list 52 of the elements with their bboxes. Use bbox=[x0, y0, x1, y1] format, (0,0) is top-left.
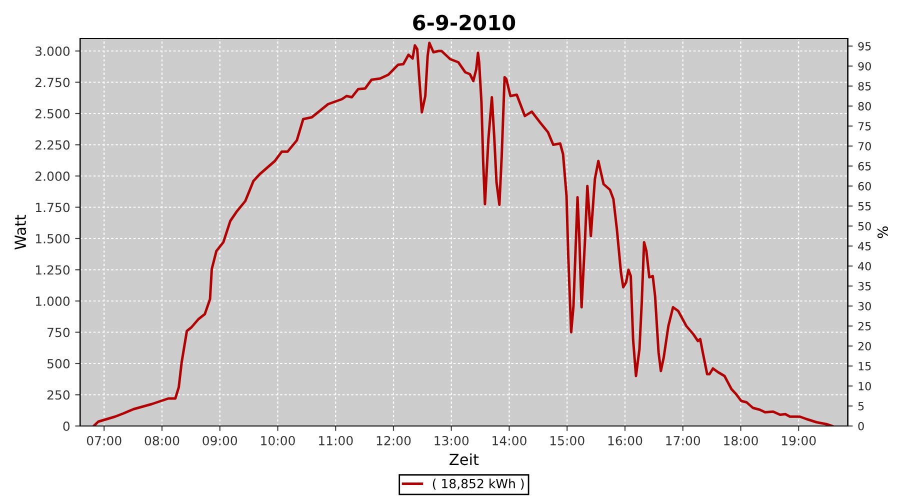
y-tick-label: 500 bbox=[47, 358, 70, 368]
y2-tick-label: 30 bbox=[858, 302, 871, 310]
x-tick-label: 18:00 bbox=[724, 436, 758, 446]
x-tick-label: 12:00 bbox=[376, 436, 411, 446]
x-tick-label: 13:00 bbox=[434, 436, 469, 446]
y2-tick-label: 85 bbox=[858, 82, 871, 90]
y2-tick-label: 5 bbox=[858, 402, 864, 410]
y2-tick-label: 90 bbox=[858, 62, 871, 70]
y2-tick-label: 95 bbox=[858, 42, 871, 50]
y2-tick-label: 10 bbox=[858, 382, 871, 390]
y-axis-title: Watt bbox=[14, 214, 26, 250]
x-tick-label: 09:00 bbox=[202, 436, 238, 446]
y2-tick-label: 45 bbox=[858, 242, 871, 250]
y-tick-label: 1.000 bbox=[36, 296, 70, 306]
y2-tick-label: 65 bbox=[858, 162, 871, 170]
x-tick-label: 15:00 bbox=[550, 436, 584, 446]
y2-tick-label: 70 bbox=[858, 142, 871, 150]
y-tick-label: 2.000 bbox=[36, 171, 70, 181]
y2-tick-label: 50 bbox=[858, 222, 871, 230]
x-tick-label: 10:00 bbox=[261, 436, 295, 446]
y2-tick-label: 60 bbox=[858, 182, 871, 190]
x-tick-label: 07:00 bbox=[86, 436, 122, 446]
x-tick-label: 16:00 bbox=[608, 436, 642, 446]
y-tick-label: 3.000 bbox=[36, 46, 70, 56]
x-tick-label: 17:00 bbox=[666, 436, 700, 446]
y2-tick-label: 35 bbox=[858, 282, 871, 290]
y-tick-label: 2.750 bbox=[36, 78, 70, 88]
x-tick-label: 14:00 bbox=[492, 436, 526, 446]
y2-tick-label: 40 bbox=[858, 262, 871, 270]
y-tick-label: 1.750 bbox=[36, 202, 70, 212]
y2-tick-label: 20 bbox=[858, 342, 871, 350]
y-tick-label: 1.250 bbox=[36, 265, 70, 275]
x-tick-label: 19:00 bbox=[782, 436, 816, 446]
y2-tick-label: 0 bbox=[858, 422, 864, 430]
y-tick-label: 750 bbox=[48, 328, 70, 338]
y-tick-label: 250 bbox=[47, 390, 70, 400]
x-tick-label: 08:00 bbox=[144, 436, 180, 446]
y2-tick-label: 15 bbox=[858, 362, 871, 370]
y2-tick-label: 80 bbox=[858, 102, 871, 110]
y2-axis-title: % bbox=[877, 226, 888, 238]
y-tick-label: 1.500 bbox=[36, 234, 70, 244]
y2-tick-label: 55 bbox=[858, 202, 871, 210]
line-series bbox=[92, 42, 834, 426]
y-tick-label: 0 bbox=[63, 421, 70, 431]
y2-tick-label: 75 bbox=[858, 122, 871, 130]
legend-label: ( 18,852 kWh ) bbox=[432, 478, 524, 490]
x-tick-label: 11:00 bbox=[318, 436, 353, 446]
chart-title: 6-9-2010 bbox=[413, 14, 516, 30]
x-axis-title: Zeit bbox=[450, 453, 479, 466]
y-tick-label: 2.250 bbox=[36, 140, 70, 150]
y-tick-label: 2.500 bbox=[36, 108, 70, 118]
y2-tick-label: 25 bbox=[858, 322, 871, 330]
